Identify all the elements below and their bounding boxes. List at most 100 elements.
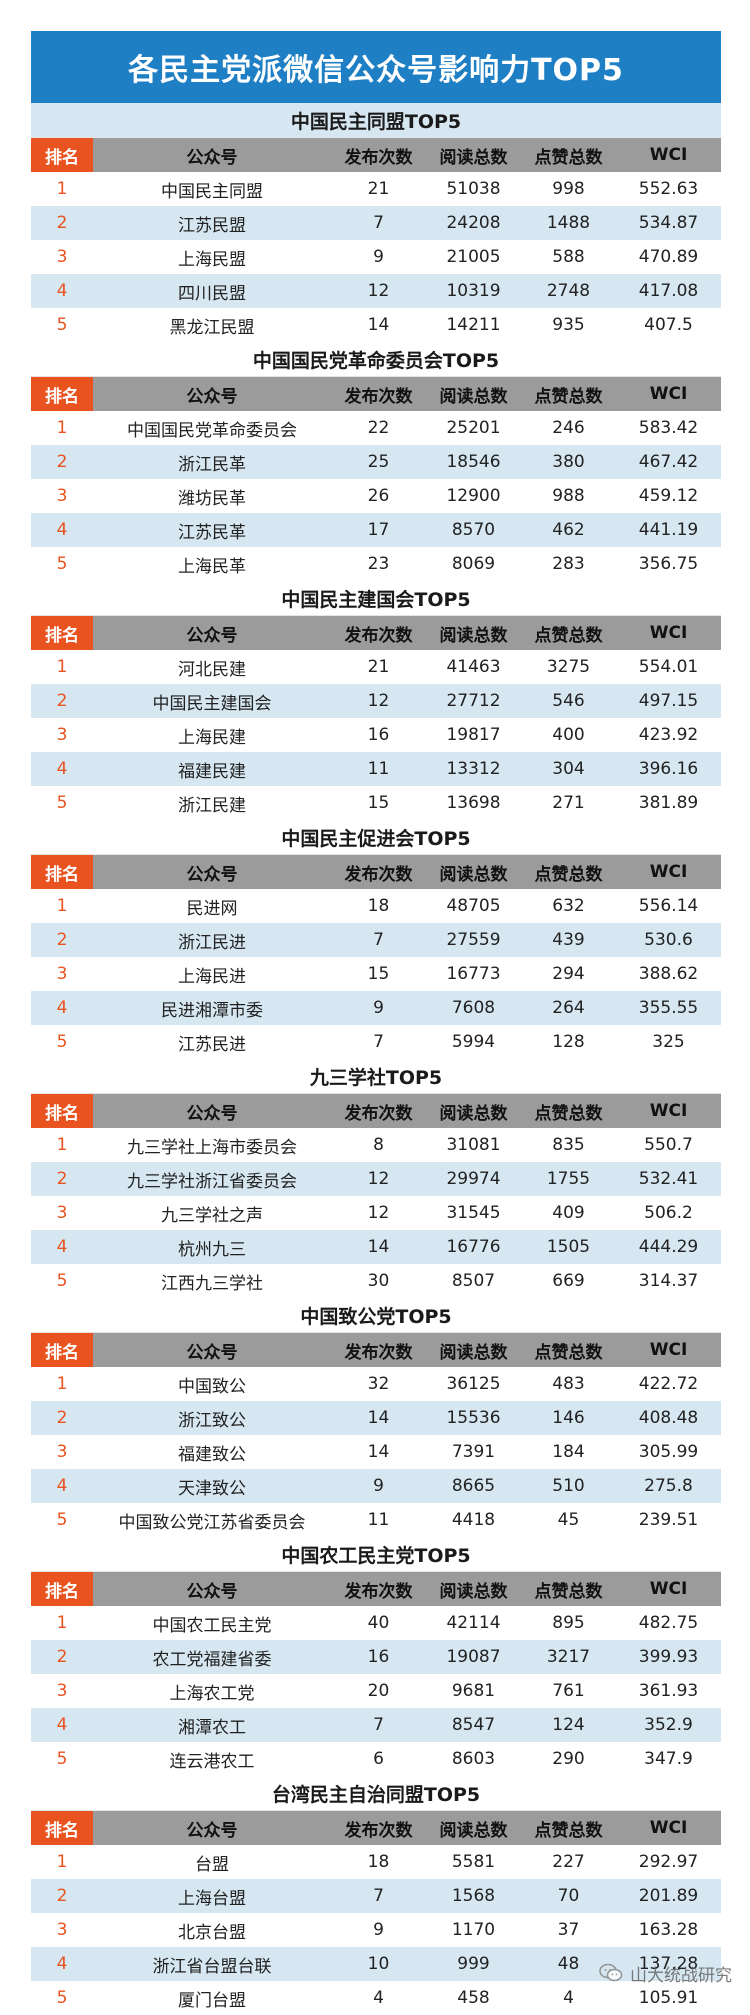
cell-posts: 18 bbox=[367, 896, 390, 916]
cell-likes: 283 bbox=[552, 554, 585, 574]
cell-posts: 16 bbox=[367, 1647, 390, 1667]
cell-wci: 388.62 bbox=[638, 964, 699, 984]
cell-posts: 9 bbox=[373, 1476, 384, 1496]
party-section: 台湾民主自治同盟TOP5 排名 公众号 发布次数 阅读总数 点赞总数 WCI 1 台盟 18 558… bbox=[31, 1776, 721, 2015]
cell-rank: 4 bbox=[56, 759, 68, 779]
cell-account: 浙江省台盟台联 bbox=[152, 1956, 272, 1977]
cell-rank: 1 bbox=[56, 1135, 68, 1155]
section-title: 中国农工民主党TOP5 bbox=[31, 1537, 721, 1572]
cell-wci: 292.97 bbox=[638, 1852, 699, 1872]
header-account: 公众号 bbox=[186, 625, 238, 646]
cell-rank: 3 bbox=[56, 1442, 68, 1462]
cell-wci: 497.15 bbox=[638, 691, 699, 711]
cell-likes: 835 bbox=[552, 1135, 585, 1155]
wechat-icon bbox=[599, 1963, 623, 1982]
cell-account: 厦门台盟 bbox=[178, 1990, 246, 2011]
cell-wci: 422.72 bbox=[638, 1374, 699, 1394]
header-reads: 阅读总数 bbox=[439, 625, 508, 646]
table-row: 2 九三学社浙江省委员会 12 29974 1755 532.41 bbox=[31, 1162, 721, 1196]
header-rank: 排名 bbox=[31, 138, 93, 172]
cell-rank: 2 bbox=[56, 930, 68, 950]
cell-reads: 8570 bbox=[451, 520, 496, 540]
cell-rank: 5 bbox=[56, 1988, 68, 2008]
cell-reads: 25201 bbox=[446, 418, 501, 438]
cell-account: 北京台盟 bbox=[178, 1922, 246, 1943]
cell-wci: 530.6 bbox=[644, 930, 693, 950]
cell-wci: 399.93 bbox=[638, 1647, 699, 1667]
cell-wci: 482.75 bbox=[638, 1613, 699, 1633]
table-row: 2 浙江致公 14 15536 146 408.48 bbox=[31, 1401, 721, 1435]
table-header: 排名 公众号 发布次数 阅读总数 点赞总数 WCI bbox=[31, 1811, 721, 1845]
table-row: 3 福建致公 14 7391 184 305.99 bbox=[31, 1435, 721, 1469]
cell-likes: 935 bbox=[552, 315, 585, 335]
cell-posts: 9 bbox=[373, 998, 384, 1018]
cell-reads: 42114 bbox=[446, 1613, 501, 1633]
cell-likes: 246 bbox=[552, 418, 585, 438]
cell-likes: 988 bbox=[552, 486, 585, 506]
table-header: 排名 公众号 发布次数 阅读总数 点赞总数 WCI bbox=[31, 1094, 721, 1128]
table-row: 3 上海民盟 9 21005 588 470.89 bbox=[31, 240, 721, 274]
header-wci: WCI bbox=[649, 862, 688, 882]
cell-reads: 27712 bbox=[446, 691, 501, 711]
cell-reads: 8547 bbox=[451, 1715, 496, 1735]
cell-reads: 13698 bbox=[446, 793, 501, 813]
cell-rank: 5 bbox=[56, 793, 68, 813]
table-row: 1 中国致公 32 36125 483 422.72 bbox=[31, 1367, 721, 1401]
cell-rank: 1 bbox=[56, 418, 68, 438]
cell-reads: 51038 bbox=[446, 179, 501, 199]
header-reads: 阅读总数 bbox=[439, 1103, 508, 1124]
watermark-text: 山大统战研究 bbox=[630, 1965, 732, 1986]
cell-rank: 4 bbox=[56, 1476, 68, 1496]
cell-wci: 534.87 bbox=[638, 213, 699, 233]
cell-wci: 275.8 bbox=[644, 1476, 693, 1496]
cell-reads: 9681 bbox=[451, 1681, 496, 1701]
header-rank: 排名 bbox=[31, 616, 93, 650]
cell-rank: 5 bbox=[56, 554, 68, 574]
cell-likes: 483 bbox=[552, 1374, 585, 1394]
cell-posts: 30 bbox=[367, 1271, 390, 1291]
cell-wci: 441.19 bbox=[638, 520, 699, 540]
cell-reads: 21005 bbox=[446, 247, 501, 267]
header-posts: 发布次数 bbox=[344, 1103, 413, 1124]
table-row: 3 上海农工党 20 9681 761 361.93 bbox=[31, 1674, 721, 1708]
table-row: 4 湘潭农工 7 8547 124 352.9 bbox=[31, 1708, 721, 1742]
table-header: 排名 公众号 发布次数 阅读总数 点赞总数 WCI bbox=[31, 1572, 721, 1606]
cell-wci: 556.14 bbox=[638, 896, 699, 916]
header-reads: 阅读总数 bbox=[439, 386, 508, 407]
cell-rank: 2 bbox=[56, 691, 68, 711]
cell-reads: 31081 bbox=[446, 1135, 501, 1155]
cell-account: 民进网 bbox=[186, 898, 238, 919]
table-row: 3 九三学社之声 12 31545 409 506.2 bbox=[31, 1196, 721, 1230]
cell-account: 上海民进 bbox=[178, 966, 246, 987]
header-posts: 发布次数 bbox=[344, 625, 413, 646]
cell-wci: 583.42 bbox=[638, 418, 699, 438]
cell-rank: 1 bbox=[56, 1374, 68, 1394]
cell-reads: 16776 bbox=[446, 1237, 501, 1257]
cell-posts: 26 bbox=[367, 486, 390, 506]
cell-wci: 381.89 bbox=[638, 793, 699, 813]
cell-account: 九三学社上海市委员会 bbox=[127, 1137, 297, 1158]
cell-posts: 17 bbox=[367, 520, 390, 540]
cell-wci: 356.75 bbox=[638, 554, 699, 574]
cell-posts: 16 bbox=[367, 725, 390, 745]
cell-likes: 409 bbox=[552, 1203, 585, 1223]
cell-reads: 8069 bbox=[451, 554, 496, 574]
cell-rank: 1 bbox=[56, 1613, 68, 1633]
cell-wci: 137.28 bbox=[638, 1954, 699, 1974]
sections-container: 中国民主同盟TOP5 排名 公众号 发布次数 阅读总数 点赞总数 WCI 1 中国民主同盟 21 5… bbox=[31, 103, 721, 2015]
cell-rank: 3 bbox=[56, 247, 68, 267]
cell-posts: 12 bbox=[367, 1203, 390, 1223]
table-row: 5 上海民革 23 8069 283 356.75 bbox=[31, 547, 721, 581]
cell-likes: 264 bbox=[552, 998, 585, 1018]
cell-posts: 14 bbox=[367, 1408, 390, 1428]
header-reads: 阅读总数 bbox=[439, 864, 508, 885]
table-row: 5 厦门台盟 4 458 4 105.91 bbox=[31, 1981, 721, 2015]
table-row: 2 中国民主建国会 12 27712 546 497.15 bbox=[31, 684, 721, 718]
cell-likes: 1755 bbox=[546, 1169, 591, 1189]
header-rank: 排名 bbox=[31, 855, 93, 889]
cell-account: 中国国民党革命委员会 bbox=[127, 420, 297, 441]
header-wci: WCI bbox=[649, 1818, 688, 1838]
cell-posts: 9 bbox=[373, 1920, 384, 1940]
cell-rank: 2 bbox=[56, 1647, 68, 1667]
table-row: 3 上海民进 15 16773 294 388.62 bbox=[31, 957, 721, 991]
